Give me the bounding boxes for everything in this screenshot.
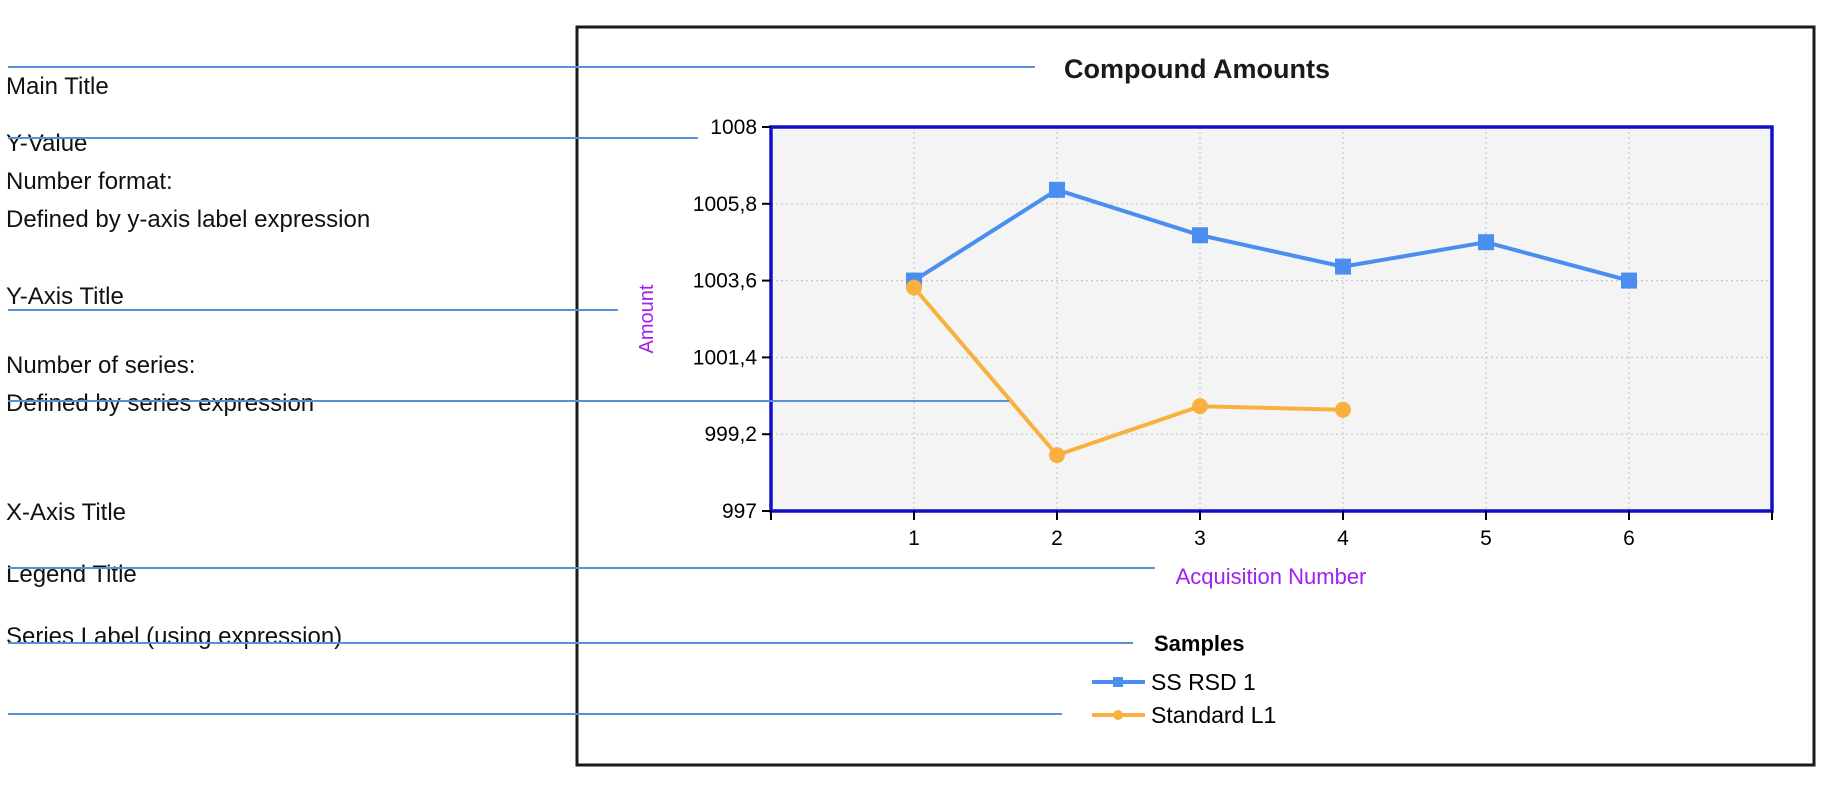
x-tick-label: 2 <box>1051 527 1063 550</box>
data-point <box>1621 272 1637 289</box>
annotation-text: Main Title <box>6 68 109 106</box>
annotation-text: Y-Value Number format: Defined by y-axis l… <box>6 125 370 239</box>
data-point <box>1335 258 1351 275</box>
series-line <box>912 286 1344 458</box>
annotation-text: Number of series: Defined by series expre… <box>6 347 314 423</box>
annotation-line: Y-Axis Title <box>6 283 124 310</box>
y-tick-label: 1003,6 <box>693 270 757 293</box>
annotation-text: X-Axis Title <box>6 494 126 532</box>
annotation-line: Defined by series expression <box>6 390 315 417</box>
plot-border <box>769 125 1774 513</box>
annotation-line: Y-Value <box>6 130 88 157</box>
annotation-text: Legend Title <box>6 556 137 594</box>
series-line <box>912 187 1630 283</box>
legend-title: Samples <box>1154 631 1245 656</box>
data-point <box>1335 401 1351 418</box>
x-tick-label: 4 <box>1337 527 1349 550</box>
data-point <box>1049 447 1065 464</box>
annotation-text: Series Label (using expression) <box>6 618 342 656</box>
data-point <box>1192 398 1208 415</box>
legend-swatch-marker <box>1113 677 1123 687</box>
x-tick-label: 3 <box>1194 527 1206 550</box>
y-tick-label: 1005,8 <box>693 193 757 216</box>
data-point <box>1192 227 1208 244</box>
y-tick-label: 1001,4 <box>693 346 758 369</box>
y-tick-label: 1008 <box>710 116 757 139</box>
plot-area <box>771 127 1772 511</box>
x-tick-label: 5 <box>1480 527 1492 550</box>
y-tick-label: 999,2 <box>704 423 757 446</box>
legend-label: SS RSD 1 <box>1151 669 1256 695</box>
x-tick-label: 1 <box>908 527 920 550</box>
annotation-line: Number of series: <box>6 352 196 379</box>
annotation-line: Defined by y-axis label expression <box>6 206 371 233</box>
annotation-line: X-Axis Title <box>6 499 127 526</box>
data-point <box>1049 181 1065 198</box>
annotation-text: Y-Axis Title <box>6 278 124 316</box>
legend-swatch-marker <box>1113 710 1123 720</box>
chart-title: Compound Amounts <box>1064 54 1330 84</box>
annotation-line: Main Title <box>6 73 109 100</box>
x-axis-title: Acquisition Number <box>1176 564 1367 589</box>
annotation-line: Legend Title <box>6 561 137 588</box>
legend-label: Standard L1 <box>1151 702 1276 728</box>
annotation-line: Number format: <box>6 168 173 195</box>
x-tick-label: 6 <box>1623 527 1635 550</box>
data-point <box>906 279 922 296</box>
y-axis-title: Amount <box>636 284 658 353</box>
data-point <box>1478 234 1494 251</box>
annotation-line: Series Label (using expression) <box>6 623 343 650</box>
y-tick-label: 997 <box>722 500 757 523</box>
